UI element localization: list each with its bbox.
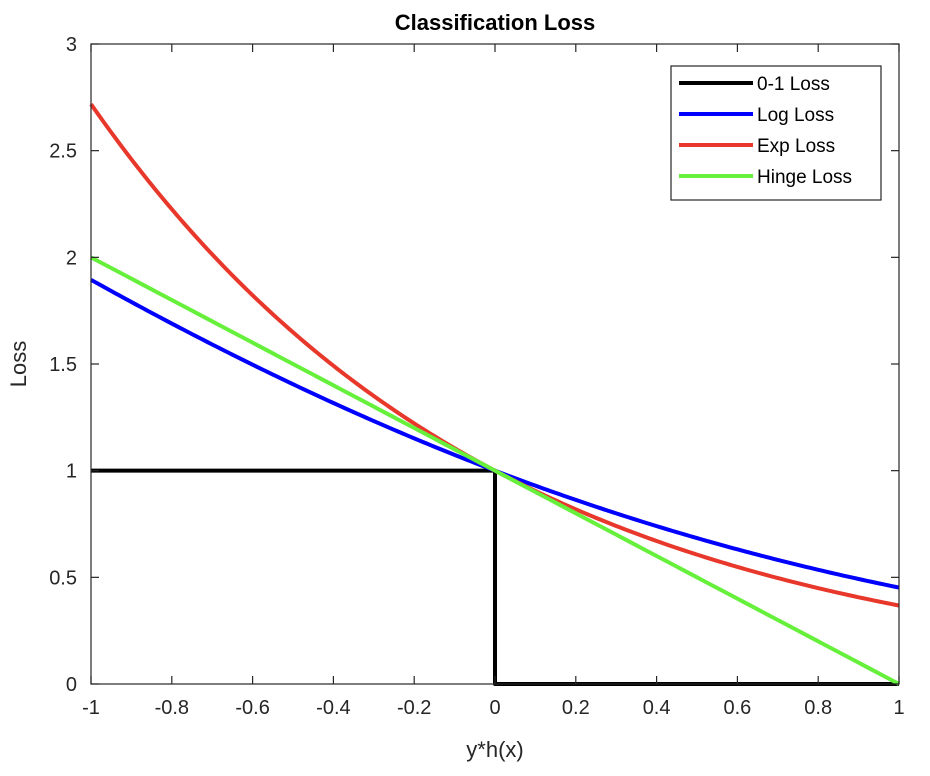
y-tick-label: 2 — [66, 247, 77, 269]
x-tick-label: -0.4 — [316, 697, 350, 719]
x-tick-label: 0.4 — [643, 697, 671, 719]
y-axis-title: Loss — [6, 341, 31, 387]
x-tick-label: 0.8 — [804, 697, 832, 719]
x-tick-label: 0 — [489, 697, 500, 719]
y-tick-label: 3 — [66, 34, 77, 56]
legend-label-0-1-loss: 0-1 Loss — [757, 74, 830, 95]
legend: 0-1 Loss Log Loss Exp Loss Hinge Loss — [670, 65, 882, 201]
y-tick-label: 1 — [66, 461, 77, 483]
x-axis-title: y*h(x) — [466, 737, 523, 762]
x-tick-label: 0.2 — [562, 697, 590, 719]
y-tick-label: 1.5 — [49, 354, 77, 376]
x-tick-label: -0.2 — [397, 697, 431, 719]
legend-label-hinge-loss: Hinge Loss — [757, 167, 852, 188]
tick-label-layer: -1 -0.8 -0.6 -0.4 -0.2 0 0.2 0.4 0.6 0.8 1 0 0.5 1 1.5… — [49, 34, 904, 719]
x-tick-label: -0.8 — [155, 697, 189, 719]
x-tick-label: 1 — [893, 697, 904, 719]
axes-layer — [90, 43, 900, 685]
legend-label-exp-loss: Exp Loss — [757, 136, 835, 157]
x-tick-label: -0.6 — [235, 697, 269, 719]
legend-label-log-loss: Log Loss — [757, 105, 834, 126]
series-line-hinge-loss — [90, 255, 900, 686]
y-tick-label: 2.5 — [49, 141, 77, 163]
y-tick-label: 0.5 — [49, 567, 77, 589]
y-tick-label: 0 — [66, 674, 77, 696]
x-tick-label: 0.6 — [723, 697, 751, 719]
x-tick-label: -1 — [82, 697, 100, 719]
chart-title: Classification Loss — [395, 10, 596, 35]
